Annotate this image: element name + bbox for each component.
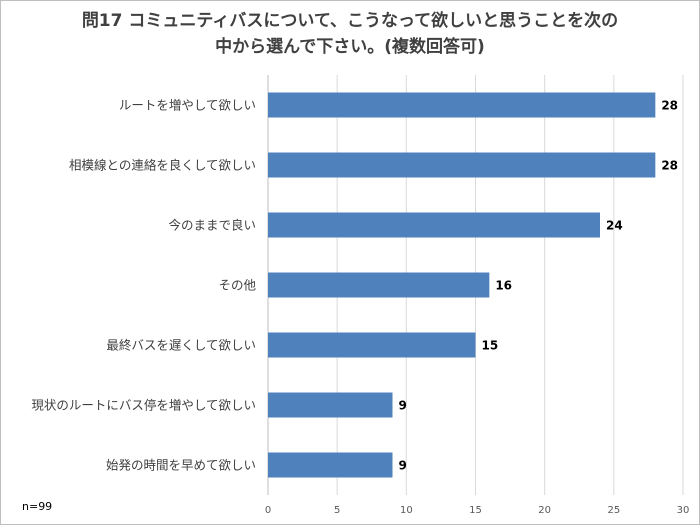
- data-label: 15: [482, 339, 499, 353]
- category-label: 相模線との連絡を良くして欲しい: [69, 158, 256, 173]
- category-label: 今のままで良い: [168, 218, 256, 233]
- category-label: ルートを増やして欲しい: [119, 98, 256, 113]
- x-tick-label: 15: [469, 505, 482, 516]
- x-tick-label: 25: [607, 505, 620, 516]
- x-tick-label: 5: [334, 505, 340, 516]
- category-label: 始発の時間を早めて欲しい: [106, 458, 256, 473]
- data-label: 28: [661, 99, 678, 113]
- bar: [268, 392, 393, 418]
- data-label: 24: [606, 219, 623, 233]
- bar: [268, 92, 656, 118]
- bar: [268, 272, 490, 298]
- bar: [268, 212, 600, 238]
- x-tick-label: 20: [538, 505, 551, 516]
- data-label: 9: [399, 459, 407, 473]
- x-tick-label: 10: [400, 505, 413, 516]
- sample-size-note: n=99: [22, 500, 53, 513]
- data-label: 16: [495, 279, 512, 293]
- x-tick-label: 30: [677, 505, 690, 516]
- category-label: その他: [218, 278, 256, 293]
- bar: [268, 152, 656, 178]
- chart-title: 問17 コミュニティバスについて、こうなって欲しいと思うことを次の 中から選んで…: [0, 8, 700, 60]
- x-tick-label: 0: [265, 505, 271, 516]
- data-label: 9: [399, 399, 407, 413]
- data-label: 28: [661, 159, 678, 173]
- chart-title-line-2: 中から選んで下さい。(複数回答可): [215, 37, 485, 57]
- bar: [268, 452, 393, 478]
- category-label: 最終バスを遅くして欲しい: [106, 338, 256, 353]
- chart-title-line-1: 問17 コミュニティバスについて、こうなって欲しいと思うことを次の: [81, 11, 619, 31]
- bar: [268, 332, 476, 358]
- category-label: 現状のルートにバス停を増やして欲しい: [31, 398, 256, 413]
